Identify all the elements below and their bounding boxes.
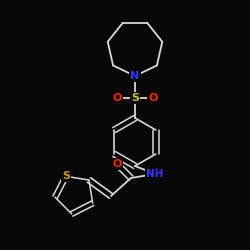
Text: O: O — [112, 93, 122, 103]
Text: O: O — [112, 159, 122, 169]
Text: S: S — [131, 93, 139, 103]
Text: O: O — [148, 93, 158, 103]
Text: S: S — [62, 171, 70, 181]
Text: N: N — [130, 71, 140, 81]
Text: NH: NH — [146, 169, 164, 179]
